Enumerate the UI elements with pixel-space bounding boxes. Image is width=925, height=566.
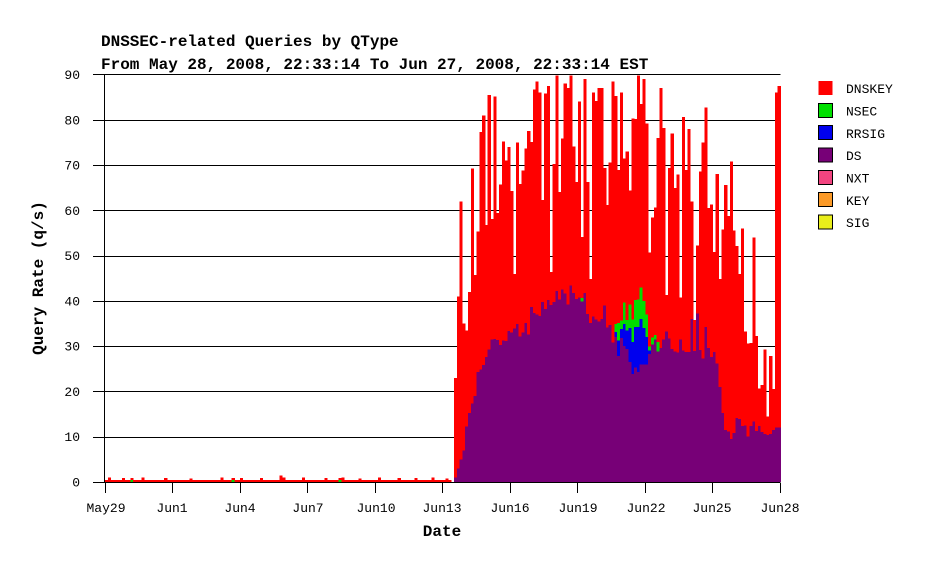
svg-text:90: 90 xyxy=(64,68,80,83)
svg-text:NXT: NXT xyxy=(846,172,870,187)
svg-text:SIG: SIG xyxy=(846,216,869,231)
svg-text:May29: May29 xyxy=(86,501,125,516)
svg-text:Jun16: Jun16 xyxy=(490,501,529,516)
svg-text:20: 20 xyxy=(64,385,80,400)
svg-text:Jun1: Jun1 xyxy=(156,501,187,516)
svg-text:Query Rate (q/s): Query Rate (q/s) xyxy=(30,201,48,355)
svg-text:DNSSEC-related Queries by QTyp: DNSSEC-related Queries by QType xyxy=(101,33,399,51)
svg-text:40: 40 xyxy=(64,294,80,309)
svg-text:Jun19: Jun19 xyxy=(558,501,597,516)
svg-text:60: 60 xyxy=(64,204,80,219)
svg-text:70: 70 xyxy=(64,159,80,174)
svg-text:Date: Date xyxy=(423,523,461,541)
svg-text:Jun22: Jun22 xyxy=(626,501,665,516)
svg-text:Jun25: Jun25 xyxy=(692,501,731,516)
svg-text:10: 10 xyxy=(64,430,80,445)
svg-text:50: 50 xyxy=(64,249,80,264)
svg-text:RRSIG: RRSIG xyxy=(846,127,885,142)
svg-text:NSEC: NSEC xyxy=(846,105,877,120)
svg-text:KEY: KEY xyxy=(846,194,870,209)
svg-text:30: 30 xyxy=(64,340,80,355)
svg-text:Jun10: Jun10 xyxy=(356,501,395,516)
svg-text:From May 28, 2008, 22:33:14 To: From May 28, 2008, 22:33:14 To Jun 27, 2… xyxy=(101,56,649,74)
svg-text:DNSKEY: DNSKEY xyxy=(846,82,893,97)
svg-text:Jun7: Jun7 xyxy=(292,501,323,516)
svg-text:0: 0 xyxy=(72,476,80,491)
svg-text:DS: DS xyxy=(846,149,862,164)
svg-text:80: 80 xyxy=(64,113,80,128)
svg-text:Jun4: Jun4 xyxy=(224,501,255,516)
svg-text:Jun13: Jun13 xyxy=(422,501,461,516)
svg-text:Jun28: Jun28 xyxy=(760,501,799,516)
